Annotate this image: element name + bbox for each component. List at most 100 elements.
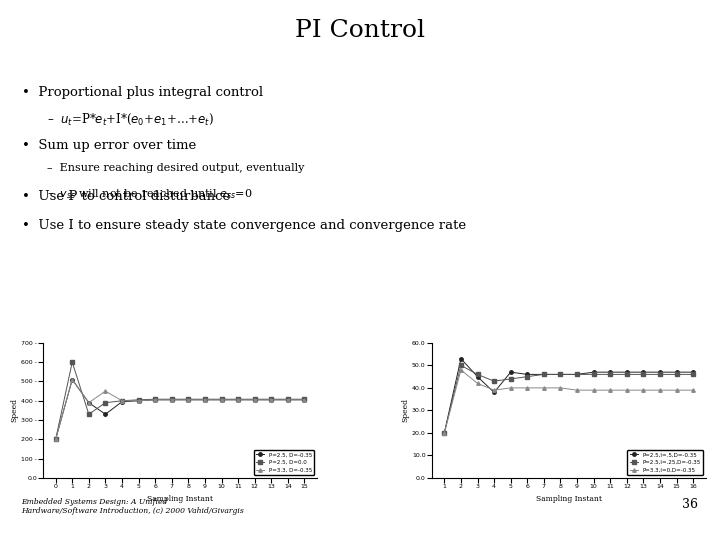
P=2.5,I=.5,D=-0.35 (523, 371, 531, 377)
P=3.3, D=-0.35 (300, 396, 309, 403)
P=2.5, D=-0.35 (184, 396, 193, 403)
Text: •  Use I to ensure steady state convergence and convergence rate: • Use I to ensure steady state convergen… (22, 219, 466, 232)
P=2.5,I=.5,D=-0.35 (656, 369, 665, 375)
P=2.5, D=-0.35 (168, 396, 176, 403)
Text: •  Sum up error over time: • Sum up error over time (22, 139, 196, 152)
P=2.5,I=.5,D=-0.35 (623, 369, 631, 375)
P=2.5, D=-0.35 (51, 436, 60, 443)
P=2.5, D=-0.35 (300, 396, 309, 403)
P=3.3,I=0,D=-0.35 (456, 367, 465, 373)
P=3.3, D=-0.35 (284, 396, 292, 403)
X-axis label: Sampling Instant: Sampling Instant (536, 495, 602, 503)
Line: P=3.3,I=0,D=-0.35: P=3.3,I=0,D=-0.35 (443, 368, 695, 435)
Line: P=2.5,I=.25,D=-0.35: P=2.5,I=.25,D=-0.35 (443, 363, 695, 435)
P=2.5, D=0.0 (117, 397, 126, 404)
P=2.5,I=.5,D=-0.35 (506, 369, 515, 375)
P=3.3,I=0,D=-0.35 (606, 387, 615, 393)
Y-axis label: Speed: Speed (401, 399, 409, 422)
P=2.5,I=.5,D=-0.35 (556, 371, 564, 377)
P=2.5, D=-0.35 (284, 396, 292, 403)
Legend: P=2.5, D=-0.35, P=2.5, D=0.0, P=3.3, D=-0.35: P=2.5, D=-0.35, P=2.5, D=0.0, P=3.3, D=-… (253, 450, 314, 475)
P=3.3, D=-0.35 (201, 396, 210, 403)
P=3.3, D=-0.35 (117, 397, 126, 404)
P=3.3, D=-0.35 (251, 396, 259, 403)
P=2.5,I=.5,D=-0.35 (473, 374, 482, 380)
P=3.3,I=0,D=-0.35 (556, 384, 564, 391)
P=2.5, D=0.0 (217, 396, 226, 402)
P=2.5, D=0.0 (151, 396, 160, 402)
P=2.5,I=.5,D=-0.35 (539, 371, 548, 377)
P=2.5,I=.25,D=-0.35 (656, 371, 665, 377)
P=2.5, D=0.0 (184, 396, 193, 402)
P=3.3, D=-0.35 (151, 396, 160, 403)
Legend: P=2.5,I=.5,D=-0.35, P=2.5,I=.25,D=-0.35, P=3.3,I=0,D=-0.35: P=2.5,I=.5,D=-0.35, P=2.5,I=.25,D=-0.35,… (627, 450, 703, 475)
P=3.3, D=-0.35 (101, 388, 109, 394)
P=3.3,I=0,D=-0.35 (440, 430, 449, 436)
P=3.3, D=-0.35 (217, 396, 226, 403)
P=2.5,I=.5,D=-0.35 (440, 430, 449, 436)
P=2.5, D=0.0 (267, 396, 276, 402)
Text: Embedded Systems Design: A Unified
Hardware/Software Introduction, (c) 2000 Vahi: Embedded Systems Design: A Unified Hardw… (22, 498, 244, 515)
P=2.5,I=.25,D=-0.35 (506, 376, 515, 382)
P=2.5,I=.25,D=-0.35 (539, 371, 548, 377)
P=2.5,I=.5,D=-0.35 (639, 369, 648, 375)
P=2.5, D=0.0 (134, 396, 143, 403)
Y-axis label: Speed: Speed (10, 399, 18, 422)
P=2.5, D=0.0 (234, 396, 243, 402)
P=2.5,I=.25,D=-0.35 (689, 371, 698, 377)
P=2.5,I=.25,D=-0.35 (556, 371, 564, 377)
P=2.5,I=.25,D=-0.35 (639, 371, 648, 377)
Text: PI Control: PI Control (295, 19, 425, 42)
Text: –  $v_{ss}$ will not be reached until $e_{ss}$=0: – $v_{ss}$ will not be reached until $e_… (47, 187, 253, 201)
P=2.5, D=0.0 (201, 396, 210, 402)
P=2.5, D=-0.35 (101, 411, 109, 417)
Line: P=2.5,I=.5,D=-0.35: P=2.5,I=.5,D=-0.35 (443, 357, 695, 435)
P=3.3, D=-0.35 (51, 436, 60, 443)
Line: P=2.5, D=0.0: P=2.5, D=0.0 (54, 360, 306, 441)
P=2.5, D=-0.35 (117, 399, 126, 405)
P=3.3, D=-0.35 (68, 376, 76, 383)
P=2.5, D=-0.35 (84, 400, 93, 406)
P=3.3,I=0,D=-0.35 (539, 384, 548, 391)
P=2.5, D=-0.35 (201, 396, 210, 403)
P=3.3, D=-0.35 (234, 396, 243, 403)
P=2.5, D=0.0 (51, 436, 60, 443)
P=2.5,I=.25,D=-0.35 (523, 374, 531, 380)
P=2.5,I=.25,D=-0.35 (572, 371, 581, 377)
Line: P=2.5, D=-0.35: P=2.5, D=-0.35 (54, 378, 306, 441)
P=2.5, D=0.0 (251, 396, 259, 402)
P=2.5,I=.25,D=-0.35 (672, 371, 681, 377)
P=2.5,I=.25,D=-0.35 (440, 430, 449, 436)
P=2.5,I=.25,D=-0.35 (589, 371, 598, 377)
P=2.5,I=.25,D=-0.35 (606, 371, 615, 377)
P=3.3,I=0,D=-0.35 (523, 384, 531, 391)
P=3.3,I=0,D=-0.35 (656, 387, 665, 393)
P=2.5, D=-0.35 (134, 397, 143, 404)
Line: P=3.3, D=-0.35: P=3.3, D=-0.35 (54, 378, 306, 441)
P=3.3,I=0,D=-0.35 (490, 387, 498, 393)
P=2.5, D=-0.35 (151, 396, 160, 403)
P=2.5,I=.5,D=-0.35 (589, 369, 598, 375)
P=2.5,I=.25,D=-0.35 (490, 378, 498, 384)
P=3.3,I=0,D=-0.35 (506, 384, 515, 391)
P=2.5, D=-0.35 (68, 376, 76, 383)
P=3.3, D=-0.35 (134, 397, 143, 404)
P=3.3, D=-0.35 (184, 396, 193, 403)
P=3.3, D=-0.35 (168, 396, 176, 403)
P=2.5,I=.5,D=-0.35 (672, 369, 681, 375)
P=3.3,I=0,D=-0.35 (689, 387, 698, 393)
P=2.5, D=-0.35 (234, 396, 243, 403)
P=2.5,I=.5,D=-0.35 (572, 371, 581, 377)
Text: 36: 36 (683, 498, 698, 511)
P=3.3, D=-0.35 (267, 396, 276, 403)
P=2.5, D=0.0 (168, 396, 176, 402)
P=3.3,I=0,D=-0.35 (589, 387, 598, 393)
P=2.5, D=-0.35 (217, 396, 226, 403)
P=3.3,I=0,D=-0.35 (623, 387, 631, 393)
P=3.3,I=0,D=-0.35 (639, 387, 648, 393)
P=2.5, D=0.0 (284, 396, 292, 402)
P=3.3,I=0,D=-0.35 (672, 387, 681, 393)
P=2.5,I=.25,D=-0.35 (456, 362, 465, 369)
Text: •  Use P to control disturbance: • Use P to control disturbance (22, 190, 230, 203)
X-axis label: Sampling Instant: Sampling Instant (147, 495, 213, 503)
